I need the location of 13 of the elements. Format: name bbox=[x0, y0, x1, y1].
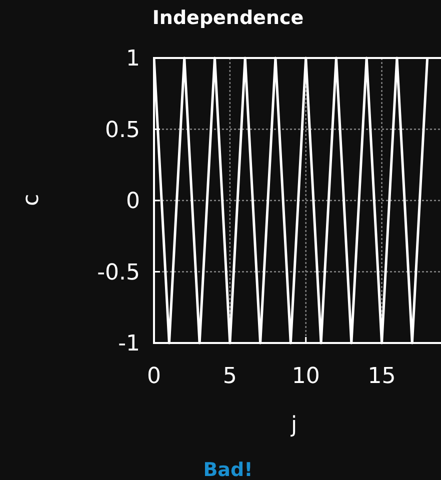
x-tick-label: 5 bbox=[222, 364, 237, 389]
x-tick-label: 0 bbox=[147, 364, 161, 389]
chart-title: Independence bbox=[152, 7, 304, 29]
y-tick-label: -0.5 bbox=[97, 260, 140, 286]
x-tick-label: 15 bbox=[368, 364, 396, 389]
y-tick-label: -1 bbox=[118, 332, 140, 357]
x-axis-title: j bbox=[290, 413, 298, 438]
y-axis-title: c bbox=[19, 194, 44, 206]
y-tick-label: 0.5 bbox=[105, 118, 140, 143]
x-tick-label: 10 bbox=[292, 364, 320, 389]
text: Bad! bbox=[203, 459, 253, 480]
y-tick-label: 0 bbox=[126, 189, 140, 214]
y-tick-label: 1 bbox=[126, 46, 140, 72]
